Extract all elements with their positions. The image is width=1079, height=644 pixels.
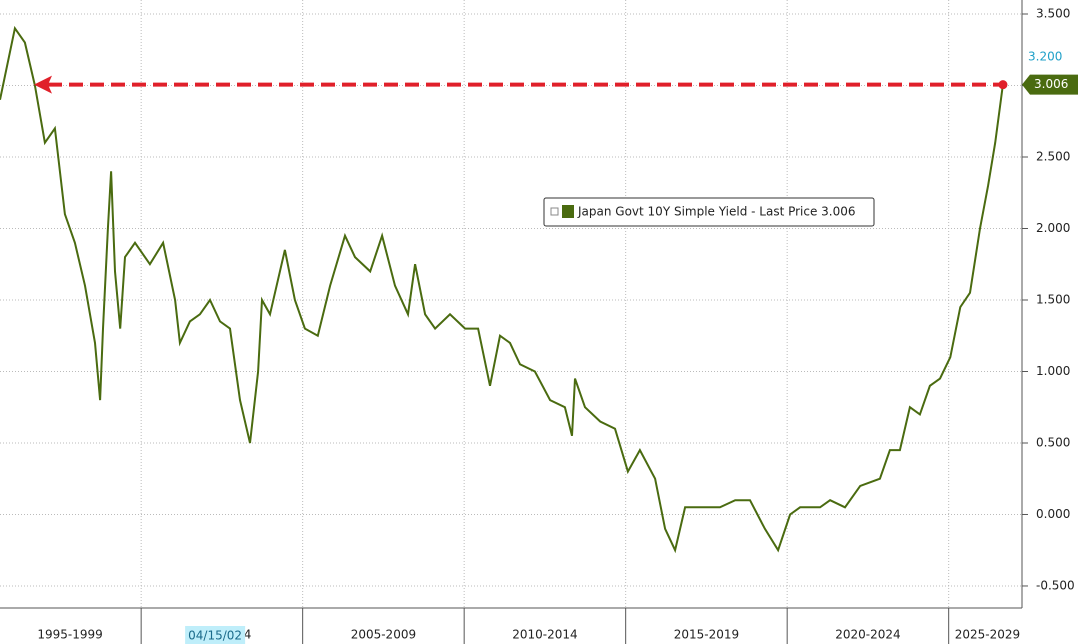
x-tick-label: 1995-1999 <box>37 628 102 642</box>
y-tick-label: 2.500 <box>1036 150 1070 164</box>
axis-marker-label: 3.200 <box>1028 49 1062 63</box>
x-tick-label: 2020-2024 <box>835 628 900 642</box>
x-tick-label: 2010-2014 <box>512 628 577 642</box>
x-tick-label: 2025-2029 <box>955 628 1020 642</box>
x-tick-label: 2005-2009 <box>351 628 416 642</box>
legend-toggle <box>550 207 559 216</box>
axis-marker-label: 3.006 <box>1034 77 1068 91</box>
y-tick-label: 2.000 <box>1036 221 1070 235</box>
reference-arrow <box>34 75 52 94</box>
y-tick-label: -0.500 <box>1036 578 1075 592</box>
y-tick-label: 0.000 <box>1036 507 1070 521</box>
y-tick-label: 1.000 <box>1036 364 1070 378</box>
cursor-box <box>185 626 246 644</box>
legend-swatch <box>562 205 574 218</box>
y-tick-label: 1.500 <box>1036 292 1070 306</box>
cursor-label: 04/15/02 <box>188 629 242 643</box>
x-tick-label: 2015-2019 <box>674 628 739 642</box>
axis-marker-box <box>1022 74 1078 95</box>
series-line <box>0 25 1004 554</box>
reference-end <box>998 80 1008 90</box>
legend-box <box>543 197 875 227</box>
legend: Japan Govt 10Y Simple Yield - Last Price… <box>543 197 875 227</box>
y-tick-label: 3.500 <box>1036 7 1070 21</box>
y-tick-label: 0.500 <box>1036 435 1070 449</box>
legend-label: Japan Govt 10Y Simple Yield - Last Price… <box>577 205 856 219</box>
